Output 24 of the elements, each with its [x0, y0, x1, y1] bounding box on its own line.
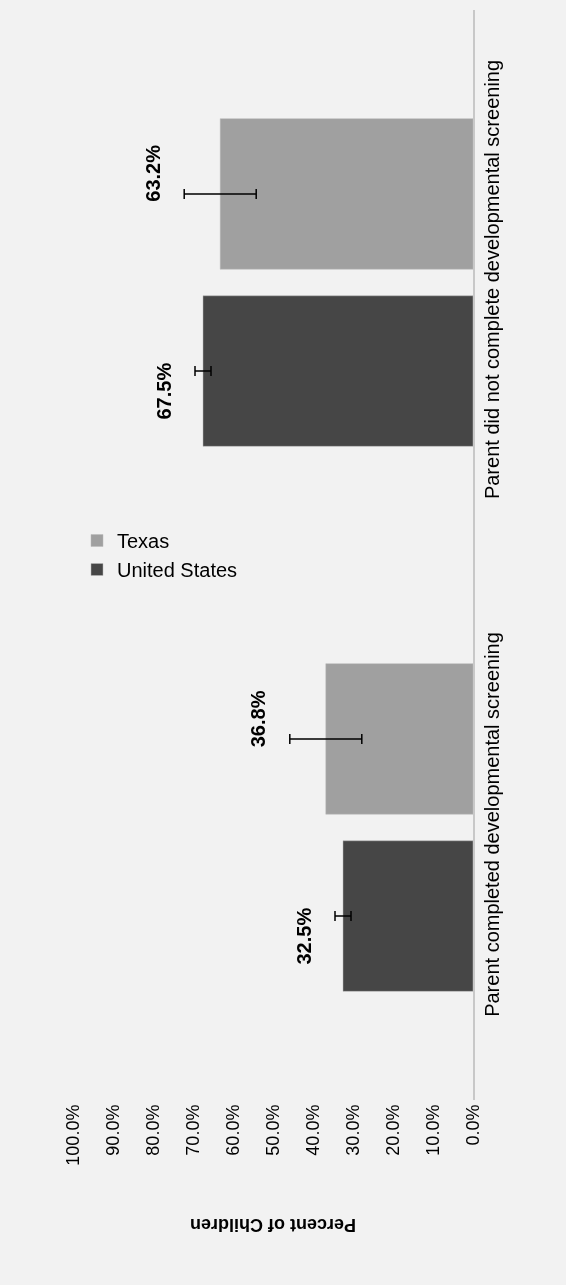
bar — [342, 840, 473, 992]
x-tick-label: 20.0% — [382, 1104, 403, 1156]
x-tick-label: 70.0% — [182, 1104, 203, 1156]
y-tick-label: Parent completed developmental screening — [480, 632, 503, 1017]
data-label: 63.2% — [141, 144, 164, 202]
x-tick-label: 40.0% — [302, 1104, 323, 1156]
data-label: 67.5% — [152, 362, 175, 420]
bar — [219, 118, 473, 270]
bar — [325, 663, 473, 815]
x-axis-title: Percent of Children — [189, 1214, 356, 1235]
legend-label: United States — [117, 559, 238, 582]
bar — [202, 295, 473, 447]
x-tick-label: 10.0% — [422, 1104, 443, 1156]
x-tick-label: 60.0% — [222, 1104, 243, 1156]
y-tick-label: Parent did not complete developmental screening — [480, 59, 503, 500]
x-tick-label: 100.0% — [62, 1104, 83, 1166]
x-tick-label: 80.0% — [142, 1104, 163, 1156]
data-label: 32.5% — [292, 907, 315, 965]
x-tick-label: 30.0% — [342, 1104, 363, 1156]
x-tick-label: 50.0% — [262, 1104, 283, 1156]
legend-label: Texas — [117, 530, 170, 553]
x-tick-label: 90.0% — [102, 1104, 123, 1156]
data-label: 36.8% — [247, 690, 270, 748]
x-tick-label: 0.0% — [462, 1104, 483, 1146]
